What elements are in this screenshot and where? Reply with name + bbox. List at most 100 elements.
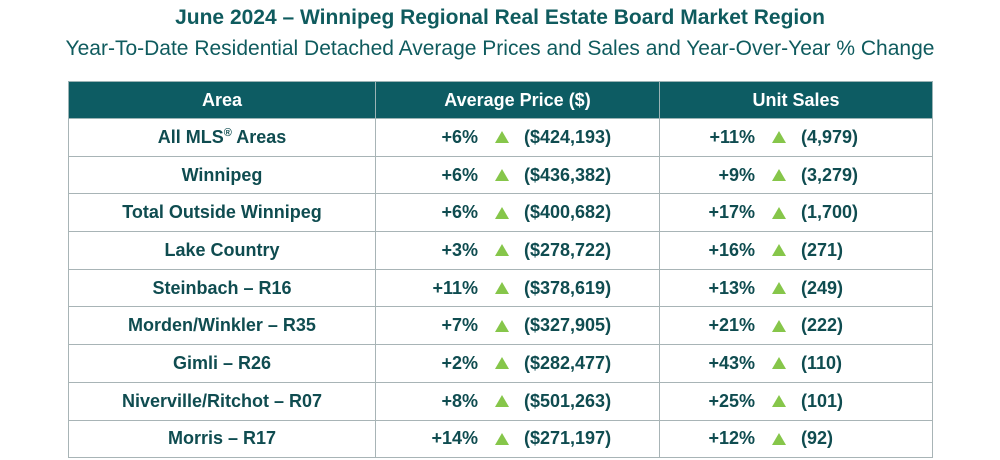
average-price-cell: +8% ($501,263) xyxy=(375,381,660,421)
unit-sales-cell: +21% (222) xyxy=(659,306,933,346)
area-name: Morris – R17 xyxy=(167,428,277,449)
area-cell: All MLS® Areas xyxy=(68,118,376,157)
table-row: Niverville/Ritchot – R07 +8% ($501,263) +25… xyxy=(68,381,933,421)
area-cell: Morden/Winkler – R35 xyxy=(68,306,376,346)
unit-sales-cell: +9% (3,279) xyxy=(659,155,933,195)
unit-sales-value: (271) xyxy=(801,239,844,260)
price-change: +6% xyxy=(441,126,478,147)
average-price-cell: +2% ($282,477) xyxy=(375,344,660,383)
area-cell: Total Outside Winnipeg xyxy=(68,193,376,233)
area-cell: Lake Country xyxy=(68,231,376,270)
average-price-value: ($501,263) xyxy=(524,390,612,411)
up-arrow-icon xyxy=(772,131,786,144)
unit-sales-cell: +25% (101) xyxy=(659,381,933,421)
up-arrow-icon xyxy=(772,432,786,445)
up-arrow-icon xyxy=(772,169,786,182)
up-arrow-icon xyxy=(495,131,509,144)
unit-sales-cell: +17% (1,700) xyxy=(659,193,933,233)
table-row: Gimli – R26 +2% ($282,477) +43% (110) xyxy=(68,344,933,383)
unit-sales-value: (92) xyxy=(801,428,834,449)
area-cell: Morris – R17 xyxy=(68,419,376,459)
price-change: +7% xyxy=(441,315,478,336)
up-arrow-icon xyxy=(495,395,509,408)
column-header-average-price: Average Price ($) xyxy=(375,81,660,119)
average-price-cell: +3% ($278,722) xyxy=(375,231,660,270)
average-price-value: ($271,197) xyxy=(524,428,612,449)
area-cell: Winnipeg xyxy=(68,155,376,195)
sales-change: +12% xyxy=(708,428,755,449)
average-price-value: ($278,722) xyxy=(524,239,612,260)
unit-sales-value: (222) xyxy=(801,315,844,336)
unit-sales-cell: +13% (249) xyxy=(659,268,933,308)
price-change: +11% xyxy=(432,277,478,298)
table-row: Lake Country +3% ($278,722) +16% (271) xyxy=(68,231,933,270)
area-cell: Gimli – R26 xyxy=(68,344,376,383)
price-change: +8% xyxy=(441,390,478,411)
sales-change: +16% xyxy=(708,239,755,260)
average-price-cell: +11% ($378,619) xyxy=(375,268,660,308)
average-price-cell: +7% ($327,905) xyxy=(375,306,660,346)
up-arrow-icon xyxy=(772,395,786,408)
area-name: Niverville/Ritchot – R07 xyxy=(121,390,323,411)
table-header-row: Area Average Price ($) Unit Sales xyxy=(68,81,933,119)
sales-change: +17% xyxy=(708,202,755,223)
up-arrow-icon xyxy=(772,282,786,295)
sales-change: +25% xyxy=(708,390,755,411)
area-cell: Niverville/Ritchot – R07 xyxy=(68,381,376,421)
up-arrow-icon xyxy=(772,206,786,219)
table-row: Total Outside Winnipeg +6% ($400,682) +17% (… xyxy=(68,193,933,233)
up-arrow-icon xyxy=(495,244,509,257)
area-name: Gimli – R26 xyxy=(172,352,272,373)
price-change: +6% xyxy=(441,202,478,223)
market-table: Area Average Price ($) Unit Sales All ML… xyxy=(68,81,933,459)
average-price-value: ($436,382) xyxy=(524,164,612,185)
price-change: +2% xyxy=(441,352,478,373)
area-name: All MLS xyxy=(157,126,224,147)
average-price-cell: +14% ($271,197) xyxy=(375,419,660,459)
up-arrow-icon xyxy=(495,319,509,332)
unit-sales-value: (1,700) xyxy=(801,202,859,223)
unit-sales-cell: +11% (4,979) xyxy=(659,118,933,157)
average-price-value: ($282,477) xyxy=(524,352,612,373)
unit-sales-value: (3,279) xyxy=(801,164,859,185)
sales-change: +21% xyxy=(708,315,755,336)
price-change: +14% xyxy=(431,428,478,449)
up-arrow-icon xyxy=(495,432,509,445)
table-row: Morden/Winkler – R35 +7% ($327,905) +21% (22… xyxy=(68,306,933,346)
sales-change: +11% xyxy=(709,126,755,147)
table-row: Winnipeg +6% ($436,382) +9% (3,279) xyxy=(68,155,933,195)
registered-mark: ® xyxy=(223,126,232,139)
unit-sales-cell: +43% (110) xyxy=(659,344,933,383)
unit-sales-value: (101) xyxy=(801,390,844,411)
area-name: Winnipeg xyxy=(181,164,263,185)
average-price-value: ($378,619) xyxy=(524,277,612,298)
up-arrow-icon xyxy=(772,357,786,370)
unit-sales-cell: +12% (92) xyxy=(659,419,933,459)
price-change: +6% xyxy=(441,164,478,185)
page-subtitle: Year-To-Date Residential Detached Averag… xyxy=(65,37,935,60)
sales-change: +13% xyxy=(708,277,755,298)
column-header-unit-sales: Unit Sales xyxy=(659,81,933,119)
table-row: Steinbach – R16 +11% ($378,619) +13% (249) xyxy=(68,268,933,308)
sales-change: +43% xyxy=(708,352,755,373)
table-row: Morris – R17 +14% ($271,197) +12% (92) xyxy=(68,419,933,459)
average-price-cell: +6% ($436,382) xyxy=(375,155,660,195)
table-row: All MLS® Areas +6% ($424,193) +11% (4,979) xyxy=(68,118,933,157)
average-price-value: ($400,682) xyxy=(524,202,612,223)
column-header-area: Area xyxy=(68,81,376,119)
up-arrow-icon xyxy=(495,206,509,219)
up-arrow-icon xyxy=(495,169,509,182)
average-price-cell: +6% ($400,682) xyxy=(375,193,660,233)
unit-sales-value: (110) xyxy=(801,352,843,373)
average-price-value: ($424,193) xyxy=(524,126,612,147)
up-arrow-icon xyxy=(772,244,786,257)
page-title: June 2024 – Winnipeg Regional Real Estat… xyxy=(175,6,825,29)
area-name-suffix: Areas xyxy=(231,126,287,147)
area-name: Total Outside Winnipeg xyxy=(122,202,322,223)
unit-sales-value: (249) xyxy=(801,277,844,298)
area-name: Morden/Winkler – R35 xyxy=(128,315,316,336)
average-price-cell: +6% ($424,193) xyxy=(375,118,660,157)
unit-sales-value: (4,979) xyxy=(801,126,859,147)
sales-change: +9% xyxy=(718,164,755,185)
average-price-value: ($327,905) xyxy=(524,315,612,336)
